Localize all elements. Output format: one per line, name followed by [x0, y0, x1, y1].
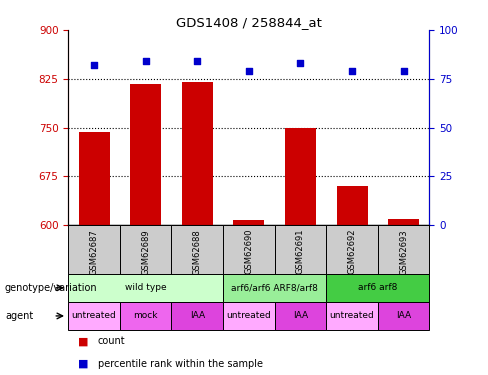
Point	[245, 68, 253, 74]
Text: untreated: untreated	[72, 311, 117, 320]
Bar	[223, 225, 275, 274]
Text: wild type: wild type	[125, 284, 166, 292]
Point	[400, 68, 407, 74]
Text: ■: ■	[78, 336, 89, 346]
Text: GSM62688: GSM62688	[193, 229, 202, 274]
Text: GSM62690: GSM62690	[244, 229, 253, 274]
Point	[90, 62, 98, 68]
Bar	[120, 302, 171, 330]
Bar	[223, 274, 326, 302]
Text: arf6/arf6 ARF8/arf8: arf6/arf6 ARF8/arf8	[231, 284, 318, 292]
Point	[348, 68, 356, 74]
Bar	[223, 302, 275, 330]
Bar	[120, 225, 171, 274]
Text: GSM62692: GSM62692	[347, 229, 357, 274]
Bar	[182, 82, 213, 225]
Bar	[378, 302, 429, 330]
Text: IAA: IAA	[190, 311, 205, 320]
Bar	[285, 128, 316, 225]
Text: GSM62691: GSM62691	[296, 229, 305, 274]
Text: ■: ■	[78, 359, 89, 369]
Text: arf6 arf8: arf6 arf8	[358, 284, 398, 292]
Point	[142, 58, 150, 64]
Text: percentile rank within the sample: percentile rank within the sample	[98, 359, 263, 369]
Bar	[171, 225, 223, 274]
Text: count: count	[98, 336, 125, 346]
Bar	[171, 302, 223, 330]
Bar	[337, 186, 367, 225]
Bar	[326, 225, 378, 274]
Bar	[233, 220, 264, 225]
Bar	[68, 225, 120, 274]
Bar	[68, 302, 120, 330]
Bar	[388, 219, 419, 225]
Text: genotype/variation: genotype/variation	[5, 283, 98, 293]
Bar	[130, 84, 161, 225]
Text: mock: mock	[133, 311, 158, 320]
Point	[297, 60, 305, 66]
Title: GDS1408 / 258844_at: GDS1408 / 258844_at	[176, 16, 322, 29]
Bar	[275, 302, 326, 330]
Text: untreated: untreated	[330, 311, 374, 320]
Text: GSM62693: GSM62693	[399, 229, 408, 274]
Text: untreated: untreated	[226, 311, 271, 320]
Text: IAA: IAA	[293, 311, 308, 320]
Bar	[79, 132, 110, 225]
Point	[193, 58, 201, 64]
Bar	[275, 225, 326, 274]
Bar	[326, 302, 378, 330]
Text: GSM62687: GSM62687	[90, 229, 99, 274]
Text: agent: agent	[5, 311, 33, 321]
Bar	[378, 225, 429, 274]
Text: IAA: IAA	[396, 311, 411, 320]
Bar	[326, 274, 429, 302]
Bar	[68, 274, 223, 302]
Text: GSM62689: GSM62689	[141, 229, 150, 274]
